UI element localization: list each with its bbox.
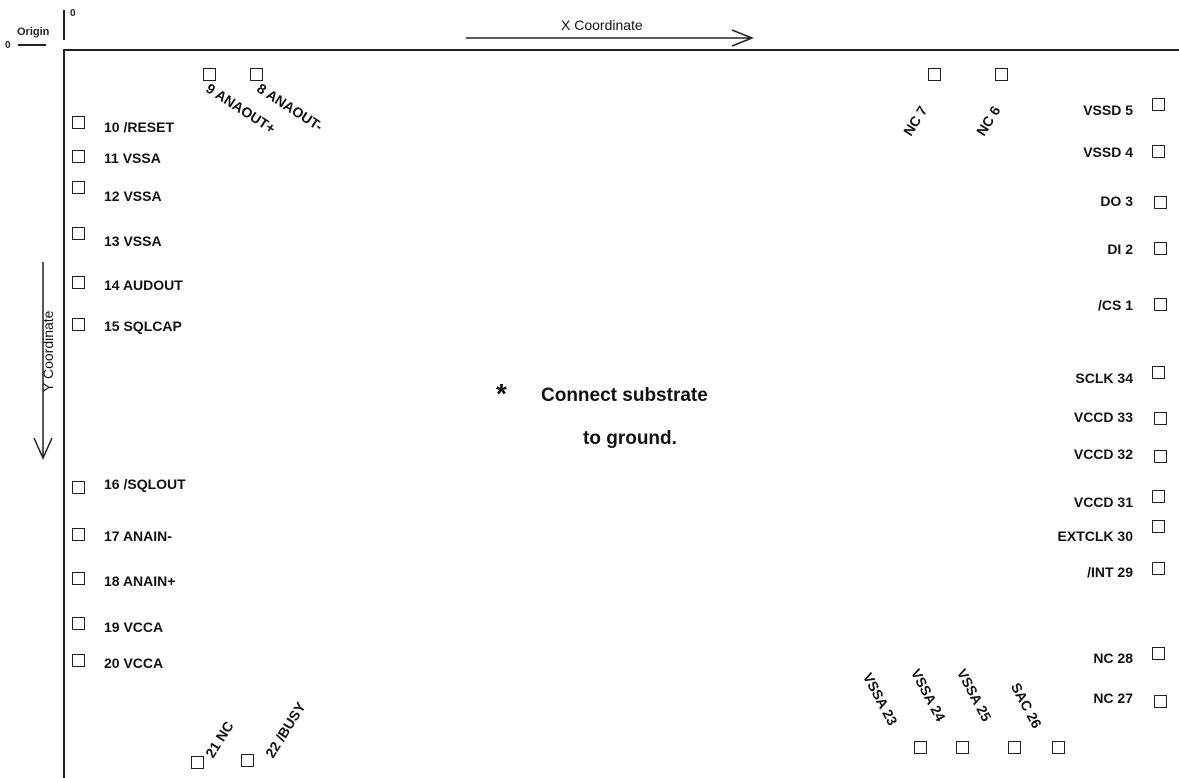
pin-1-pad — [1154, 298, 1167, 311]
pin-2-pad — [1154, 242, 1167, 255]
pin-15-pad — [72, 318, 85, 331]
origin-y-zero: 0 — [5, 40, 11, 51]
pin-24-pad — [956, 741, 969, 754]
x-axis-arrow — [466, 29, 755, 47]
pin-19-pad — [72, 617, 85, 630]
pin-22-pad — [241, 754, 254, 767]
pin-7-pad — [928, 68, 941, 81]
pin-21-pad — [191, 756, 204, 769]
pin-7-label: NC 7 — [900, 102, 931, 139]
pin-29-label: /INT 29 — [1087, 564, 1133, 580]
pin-13-pad — [72, 227, 85, 240]
pin-30-pad — [1152, 520, 1165, 533]
pin-9-pad — [203, 68, 216, 81]
pin-24-label: VSSA 24 — [907, 666, 949, 724]
pin-32-label: VCCD 32 — [1073, 446, 1133, 462]
pin-29-pad — [1152, 562, 1165, 575]
note-asterisk: * — [496, 378, 507, 409]
pin-18-label: 18 ANAIN+ — [104, 573, 176, 589]
pin-5-label: VSSD 5 — [1083, 102, 1133, 118]
pin-32-pad — [1154, 450, 1167, 463]
pin-13-label: 13 VSSA — [104, 233, 162, 249]
pin-18-pad — [72, 572, 85, 585]
pin-19-label: 19 VCCA — [104, 619, 164, 635]
note-line-2: to ground. — [583, 428, 677, 449]
pin-11-pad — [72, 150, 85, 163]
pin-6-pad — [995, 68, 1008, 81]
pin-12-pad — [72, 181, 85, 194]
pin-33-label: VCCD 33 — [1073, 409, 1133, 425]
pin-28-pad — [1152, 647, 1165, 660]
pin-5-pad — [1152, 98, 1165, 111]
pin-3-pad — [1154, 196, 1167, 209]
origin-label: Origin — [17, 26, 50, 38]
pin-2-label: DI 2 — [1107, 241, 1133, 257]
pin-4-label: VSSD 4 — [1083, 144, 1133, 160]
pin-1-label: /CS 1 — [1097, 297, 1133, 313]
pin-14-pad — [72, 276, 85, 289]
origin-x-zero: 0 — [70, 8, 76, 19]
pin-6-label: NC 6 — [973, 102, 1004, 139]
pin-8-pad — [250, 68, 263, 81]
x-axis-label: X Coordinate — [561, 17, 643, 33]
pin-16-label: 16 /SQLOUT — [104, 476, 186, 492]
origin-horizontal-tick — [18, 44, 46, 46]
pin-33-pad — [1154, 412, 1167, 425]
pin-34-label: SCLK 34 — [1075, 370, 1133, 386]
pin-16-pad — [72, 481, 85, 494]
pin-20-pad — [72, 654, 85, 667]
pin-28-label: NC 28 — [1093, 650, 1133, 666]
pin-26-label: SAC 26 — [1007, 680, 1046, 731]
pin-10-pad — [72, 116, 85, 129]
pin-30-label: EXTCLK 30 — [1057, 528, 1133, 544]
pin-34-pad — [1152, 366, 1165, 379]
note-line-1: Connect substrate — [541, 385, 708, 406]
pin-21-label: 21 NC — [202, 718, 237, 761]
pin-25-label: VSSA 25 — [953, 666, 995, 724]
pin-15-label: 15 SQLCAP — [104, 318, 182, 334]
pin-3-label: DO 3 — [1100, 193, 1133, 209]
pin-11-label: 11 VSSA — [104, 150, 161, 166]
pin-31-label: VCCD 31 — [1073, 494, 1133, 510]
pin-14-label: 14 AUDOUT — [104, 277, 183, 293]
pin-27-label: NC 27 — [1093, 690, 1133, 706]
pin-27-pad — [1154, 695, 1167, 708]
die-left-edge — [63, 50, 65, 778]
pin-25-pad — [1008, 741, 1021, 754]
pin-23-pad — [914, 741, 927, 754]
pin-17-pad — [72, 528, 85, 541]
pin-12-label: 12 VSSA — [104, 188, 162, 204]
origin-vertical-tick — [63, 10, 65, 40]
pin-4-pad — [1152, 145, 1165, 158]
pin-20-label: 20 VCCA — [104, 655, 164, 671]
pin-31-pad — [1152, 490, 1165, 503]
pin-17-label: 17 ANAIN- — [104, 528, 172, 544]
pin-22-label: 22 /BUSY — [262, 699, 309, 761]
die-top-edge — [63, 49, 1179, 51]
y-axis-arrow — [33, 262, 53, 460]
pin-23-label: VSSA 23 — [859, 670, 901, 728]
pin-10-label: 10 /RESET — [104, 119, 175, 135]
pin-26-pad — [1052, 741, 1065, 754]
